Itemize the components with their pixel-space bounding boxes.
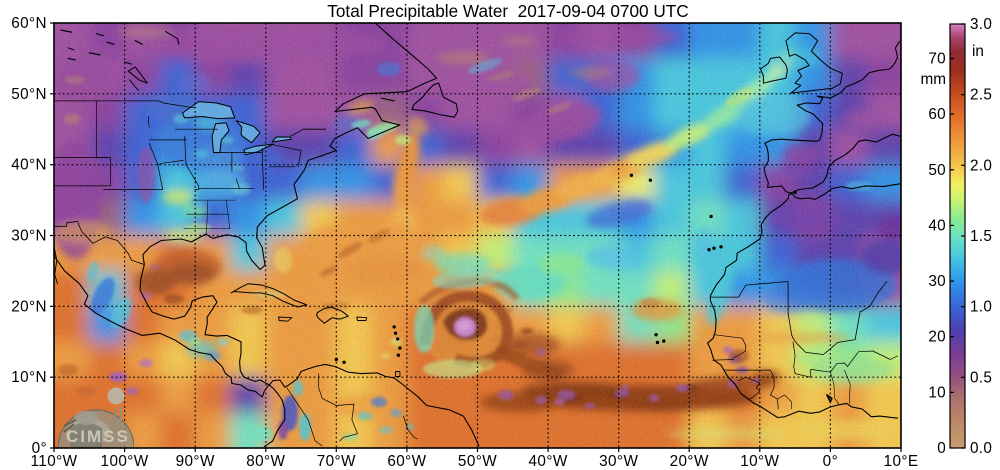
- svg-text:0: 0: [937, 440, 946, 457]
- svg-text:3.0: 3.0: [970, 16, 992, 33]
- svg-text:60: 60: [928, 106, 946, 123]
- svg-text:0°: 0°: [32, 440, 47, 457]
- svg-text:2.0: 2.0: [970, 157, 992, 174]
- svg-text:50°N: 50°N: [11, 86, 47, 103]
- svg-text:30°W: 30°W: [599, 453, 638, 470]
- svg-text:40: 40: [928, 217, 946, 234]
- svg-text:10: 10: [928, 384, 946, 401]
- svg-text:90°W: 90°W: [176, 453, 215, 470]
- svg-text:0°: 0°: [823, 453, 838, 470]
- svg-text:1.5: 1.5: [970, 228, 992, 245]
- svg-text:50°W: 50°W: [458, 453, 497, 470]
- svg-text:70: 70: [928, 51, 946, 68]
- svg-text:0.5: 0.5: [970, 369, 992, 386]
- svg-text:mm: mm: [921, 71, 947, 88]
- svg-text:2.5: 2.5: [970, 87, 992, 104]
- svg-text:40°N: 40°N: [11, 157, 47, 174]
- svg-text:30°N: 30°N: [11, 228, 47, 245]
- svg-text:20: 20: [928, 329, 946, 346]
- svg-text:CIMSS: CIMSS: [66, 427, 130, 446]
- svg-text:20°W: 20°W: [670, 453, 709, 470]
- svg-text:70°W: 70°W: [317, 453, 356, 470]
- svg-text:60°N: 60°N: [11, 15, 47, 32]
- svg-text:20°N: 20°N: [11, 298, 47, 315]
- svg-text:10°W: 10°W: [740, 453, 779, 470]
- svg-text:0.0: 0.0: [970, 440, 992, 457]
- svg-text:10°N: 10°N: [11, 369, 47, 386]
- svg-text:in: in: [972, 43, 984, 60]
- svg-text:80°W: 80°W: [246, 453, 285, 470]
- svg-text:50: 50: [928, 162, 946, 179]
- svg-text:40°W: 40°W: [529, 453, 568, 470]
- svg-text:10°E: 10°E: [884, 453, 919, 470]
- svg-text:110°W: 110°W: [31, 453, 78, 470]
- svg-text:100°W: 100°W: [101, 453, 149, 470]
- svg-text:1.0: 1.0: [970, 299, 992, 316]
- svg-text:30: 30: [928, 273, 946, 290]
- svg-text:60°W: 60°W: [387, 453, 426, 470]
- svg-text:Total Precipitable Water 2017: Total Precipitable Water 2017-09-04 0700…: [327, 1, 688, 21]
